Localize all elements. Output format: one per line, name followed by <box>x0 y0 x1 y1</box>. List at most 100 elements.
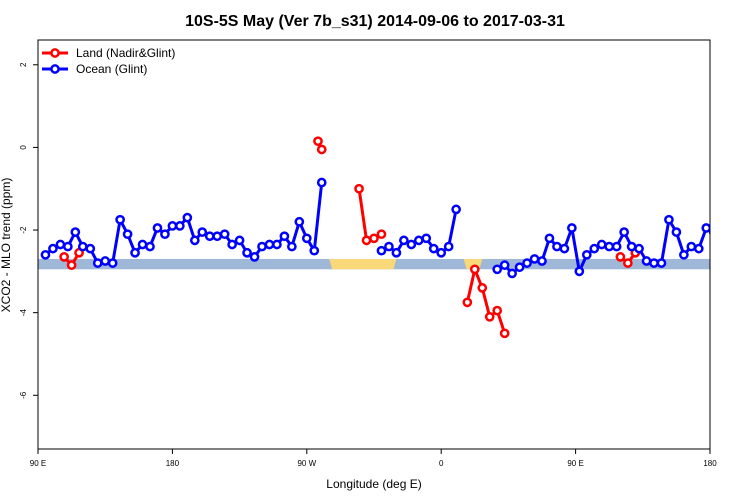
data-point <box>48 243 58 254</box>
series-ocean <box>40 177 710 279</box>
data-point <box>122 229 133 240</box>
data-point <box>596 239 607 250</box>
legend-label: Land (Nadir&Glint) <box>76 46 175 60</box>
y-tick-label: 0 <box>19 145 28 150</box>
legend-item-ocean: Ocean (Glint) <box>42 62 147 76</box>
data-point <box>443 241 454 252</box>
data-point <box>451 204 461 215</box>
data-point <box>301 233 312 244</box>
data-point <box>499 260 510 271</box>
data-point <box>279 231 290 242</box>
series-layer <box>40 136 710 339</box>
x-tick-label: 90 E <box>567 459 583 468</box>
data-point <box>492 264 503 275</box>
data-point <box>615 252 626 262</box>
data-point <box>160 229 170 240</box>
data-point <box>316 144 327 155</box>
data-point <box>399 235 409 246</box>
data-coverage-band <box>38 258 710 270</box>
y-tick-label: -6 <box>19 391 28 399</box>
data-point <box>40 249 51 260</box>
data-point <box>167 221 178 231</box>
data-point <box>708 229 710 236</box>
data-point <box>477 283 488 293</box>
legend-marker <box>50 64 60 74</box>
data-point <box>589 243 600 254</box>
data-point <box>391 247 402 258</box>
x-axis-label: Longitude (deg E) <box>326 477 421 491</box>
data-point <box>182 212 193 223</box>
data-point <box>219 229 230 240</box>
data-point <box>552 241 562 252</box>
data-point <box>272 239 282 250</box>
data-point <box>664 214 674 225</box>
data-point <box>484 311 495 322</box>
data-point <box>309 245 320 256</box>
y-tick-label: -4 <box>19 309 28 317</box>
data-point <box>234 235 245 246</box>
data-point <box>413 235 424 246</box>
data-point <box>77 241 88 252</box>
x-tick-label: 90 W <box>297 459 316 468</box>
data-point <box>354 183 364 194</box>
chart-title: 10S-5S May (Ver 7b_s31) 2014-09-06 to 20… <box>185 13 565 30</box>
data-point <box>623 258 633 268</box>
data-point <box>499 328 510 339</box>
data-point <box>679 249 689 260</box>
data-point <box>693 243 704 254</box>
data-point <box>227 239 237 250</box>
data-point <box>369 233 379 244</box>
data-point <box>462 297 473 308</box>
data-point <box>671 227 682 237</box>
data-point <box>70 227 81 237</box>
data-point <box>567 223 577 233</box>
data-point <box>634 243 644 254</box>
data-point <box>384 241 394 252</box>
band-land <box>329 258 397 270</box>
data-point <box>514 262 525 273</box>
data-point <box>294 216 305 227</box>
data-point <box>63 241 73 252</box>
data-point <box>641 256 652 266</box>
series-line <box>465 267 507 334</box>
data-point <box>107 258 118 268</box>
data-point <box>242 247 252 258</box>
data-point <box>581 249 592 260</box>
data-point <box>626 241 637 252</box>
y-axis-label: XCO2 - MLO trend (ppm) <box>0 178 13 313</box>
data-point <box>376 229 387 240</box>
x-tick-label: 0 <box>439 459 444 468</box>
data-point <box>152 223 163 233</box>
data-point <box>604 241 615 252</box>
data-point <box>611 241 622 252</box>
data-point <box>469 264 480 275</box>
data-point <box>212 231 223 242</box>
y-tick-label: -2 <box>19 226 28 234</box>
data-point <box>85 243 96 254</box>
data-point <box>92 258 103 268</box>
data-point <box>421 233 432 244</box>
data-point <box>287 241 297 252</box>
legend-marker <box>50 48 60 58</box>
data-point <box>376 245 387 256</box>
data-point <box>544 233 555 244</box>
data-point <box>619 227 629 237</box>
data-point <box>197 227 208 237</box>
data-point <box>436 247 447 258</box>
y-tick-label: 2 <box>19 62 28 67</box>
data-point <box>137 239 148 250</box>
data-point <box>428 243 439 254</box>
data-point <box>100 256 111 266</box>
y-axis: 2 0 -2 -4 -6 <box>19 62 38 399</box>
data-point <box>130 247 140 258</box>
data-point <box>406 239 417 250</box>
data-point <box>189 235 200 246</box>
data-point <box>59 252 69 262</box>
data-point <box>574 266 585 277</box>
data-point <box>701 223 710 233</box>
x-tick-label: 180 <box>703 459 717 468</box>
data-point <box>686 241 697 252</box>
data-point <box>507 268 517 279</box>
data-point <box>522 258 532 268</box>
